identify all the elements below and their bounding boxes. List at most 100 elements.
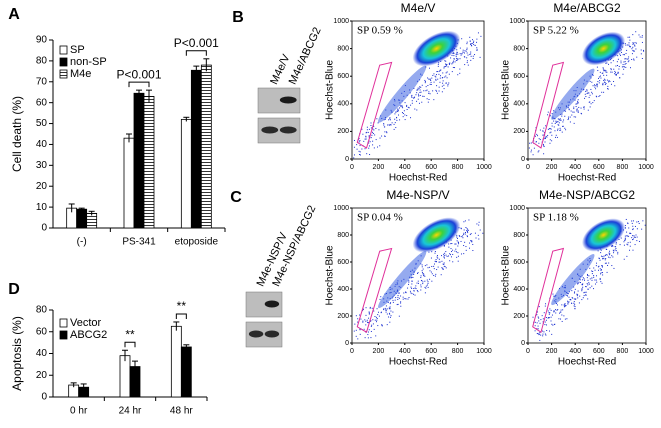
event-dot	[445, 63, 447, 65]
event-dot	[624, 237, 626, 239]
event-dot	[426, 279, 428, 281]
x-tick-label: 200	[373, 164, 385, 171]
event-dot	[600, 75, 602, 77]
x-tick-label: 400	[569, 348, 581, 355]
event-dot	[392, 301, 394, 303]
x-tick-label: 400	[399, 348, 411, 355]
event-dot	[411, 293, 413, 295]
event-dot	[629, 245, 631, 247]
event-dot	[421, 271, 423, 273]
event-dot	[605, 262, 607, 264]
y-axis-label: Apoptosis (%)	[10, 316, 24, 391]
event-dot	[452, 53, 454, 55]
event-dot	[366, 319, 368, 321]
event-dot	[601, 265, 603, 267]
event-dot	[434, 75, 436, 77]
event-dot	[589, 267, 591, 269]
event-dot	[631, 220, 633, 222]
event-dot	[455, 59, 457, 61]
event-dot	[442, 267, 444, 269]
event-dot	[472, 55, 474, 57]
event-dot	[593, 275, 595, 277]
event-dot	[389, 303, 391, 305]
event-dot	[479, 56, 481, 58]
event-dot	[436, 255, 438, 257]
event-dot	[472, 243, 474, 245]
event-dot	[576, 103, 578, 105]
event-dot	[417, 272, 419, 274]
y-axis-label: Cell death (%)	[10, 96, 24, 172]
x-tick-label: 0	[350, 348, 354, 355]
event-dot	[586, 273, 588, 275]
event-dot	[443, 245, 445, 247]
event-dot	[408, 280, 410, 282]
event-dot	[476, 223, 478, 225]
event-dot	[568, 296, 570, 298]
event-dot	[609, 253, 611, 255]
event-dot	[368, 312, 370, 314]
event-dot	[538, 142, 540, 144]
event-dot	[462, 51, 464, 53]
event-dot	[429, 278, 431, 280]
event-dot	[420, 91, 422, 93]
event-dot	[594, 85, 596, 87]
event-dot	[602, 83, 604, 85]
event-dot	[370, 325, 372, 327]
event-dot	[370, 337, 372, 339]
event-dot	[543, 153, 545, 155]
event-dot	[614, 72, 616, 74]
y-tick-label: 20	[36, 370, 48, 381]
event-dot	[538, 306, 540, 308]
event-dot	[470, 233, 472, 235]
event-dot	[445, 75, 447, 77]
event-dot	[532, 154, 534, 156]
event-dot	[424, 280, 426, 282]
event-dot	[615, 242, 617, 244]
event-dot	[633, 50, 635, 52]
event-dot	[375, 139, 377, 141]
event-dot	[641, 57, 643, 59]
event-dot	[445, 82, 447, 84]
event-dot	[634, 45, 636, 47]
event-dot	[405, 298, 407, 300]
event-dot	[427, 84, 429, 86]
event-dot	[588, 282, 590, 284]
event-dot	[603, 81, 605, 83]
event-dot	[564, 318, 566, 320]
event-dot	[410, 117, 412, 119]
event-dot	[366, 129, 368, 131]
event-dot	[454, 61, 456, 63]
event-dot	[423, 274, 425, 276]
event-dot	[581, 299, 583, 301]
event-dot	[584, 291, 586, 293]
event-dot	[625, 63, 627, 65]
event-dot	[607, 81, 609, 83]
event-dot	[623, 241, 625, 243]
event-dot	[628, 44, 630, 46]
event-dot	[545, 303, 547, 305]
event-dot	[543, 146, 545, 148]
event-dot	[556, 309, 558, 311]
event-dot	[390, 124, 392, 126]
y-tick-label: 200	[337, 313, 349, 320]
event-dot	[595, 95, 597, 97]
event-dot	[387, 302, 389, 304]
event-dot	[470, 53, 472, 55]
event-dot	[536, 133, 538, 135]
event-dot	[430, 257, 432, 259]
event-dot	[385, 309, 387, 311]
event-dot	[585, 90, 587, 92]
significance-bracket	[128, 81, 150, 88]
event-dot	[415, 288, 417, 290]
event-dot	[469, 234, 471, 236]
event-dot	[457, 255, 459, 257]
x-tick-label: 0 hr	[70, 406, 88, 417]
event-dot	[424, 82, 426, 84]
event-dot	[636, 221, 638, 223]
event-dot	[550, 316, 552, 318]
density-blob	[581, 218, 626, 252]
event-dot	[607, 264, 609, 266]
event-dot	[428, 266, 430, 268]
event-dot	[359, 314, 361, 316]
event-dot	[530, 149, 532, 151]
